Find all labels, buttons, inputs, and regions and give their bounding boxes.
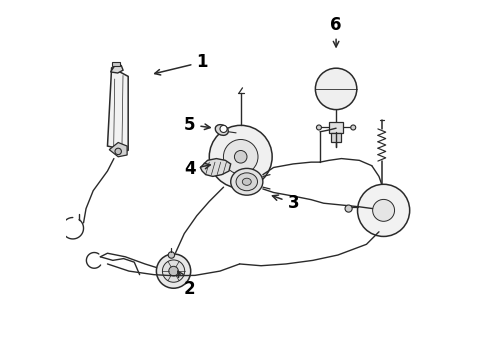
Polygon shape bbox=[329, 122, 343, 133]
Text: 4: 4 bbox=[184, 160, 210, 178]
Text: 5: 5 bbox=[184, 116, 210, 134]
Text: 2: 2 bbox=[178, 271, 196, 298]
Ellipse shape bbox=[243, 178, 251, 185]
Circle shape bbox=[351, 125, 356, 130]
Polygon shape bbox=[111, 66, 123, 73]
Text: 1: 1 bbox=[155, 53, 208, 75]
Circle shape bbox=[220, 125, 227, 132]
Text: 3: 3 bbox=[272, 194, 299, 212]
Polygon shape bbox=[109, 143, 127, 157]
Circle shape bbox=[316, 68, 357, 110]
Circle shape bbox=[223, 139, 258, 174]
Polygon shape bbox=[200, 158, 231, 176]
Circle shape bbox=[115, 148, 122, 155]
Circle shape bbox=[156, 254, 191, 288]
Polygon shape bbox=[112, 62, 120, 66]
Text: 6: 6 bbox=[330, 15, 342, 47]
Ellipse shape bbox=[231, 168, 263, 195]
Circle shape bbox=[169, 266, 178, 276]
Circle shape bbox=[234, 150, 247, 163]
Circle shape bbox=[162, 260, 185, 282]
Circle shape bbox=[209, 125, 272, 188]
Circle shape bbox=[317, 125, 321, 130]
Circle shape bbox=[168, 252, 174, 258]
Polygon shape bbox=[107, 67, 128, 150]
Circle shape bbox=[345, 205, 352, 212]
Circle shape bbox=[358, 184, 410, 237]
Ellipse shape bbox=[215, 125, 228, 135]
Ellipse shape bbox=[236, 173, 258, 191]
Polygon shape bbox=[331, 133, 341, 142]
Circle shape bbox=[373, 199, 394, 221]
